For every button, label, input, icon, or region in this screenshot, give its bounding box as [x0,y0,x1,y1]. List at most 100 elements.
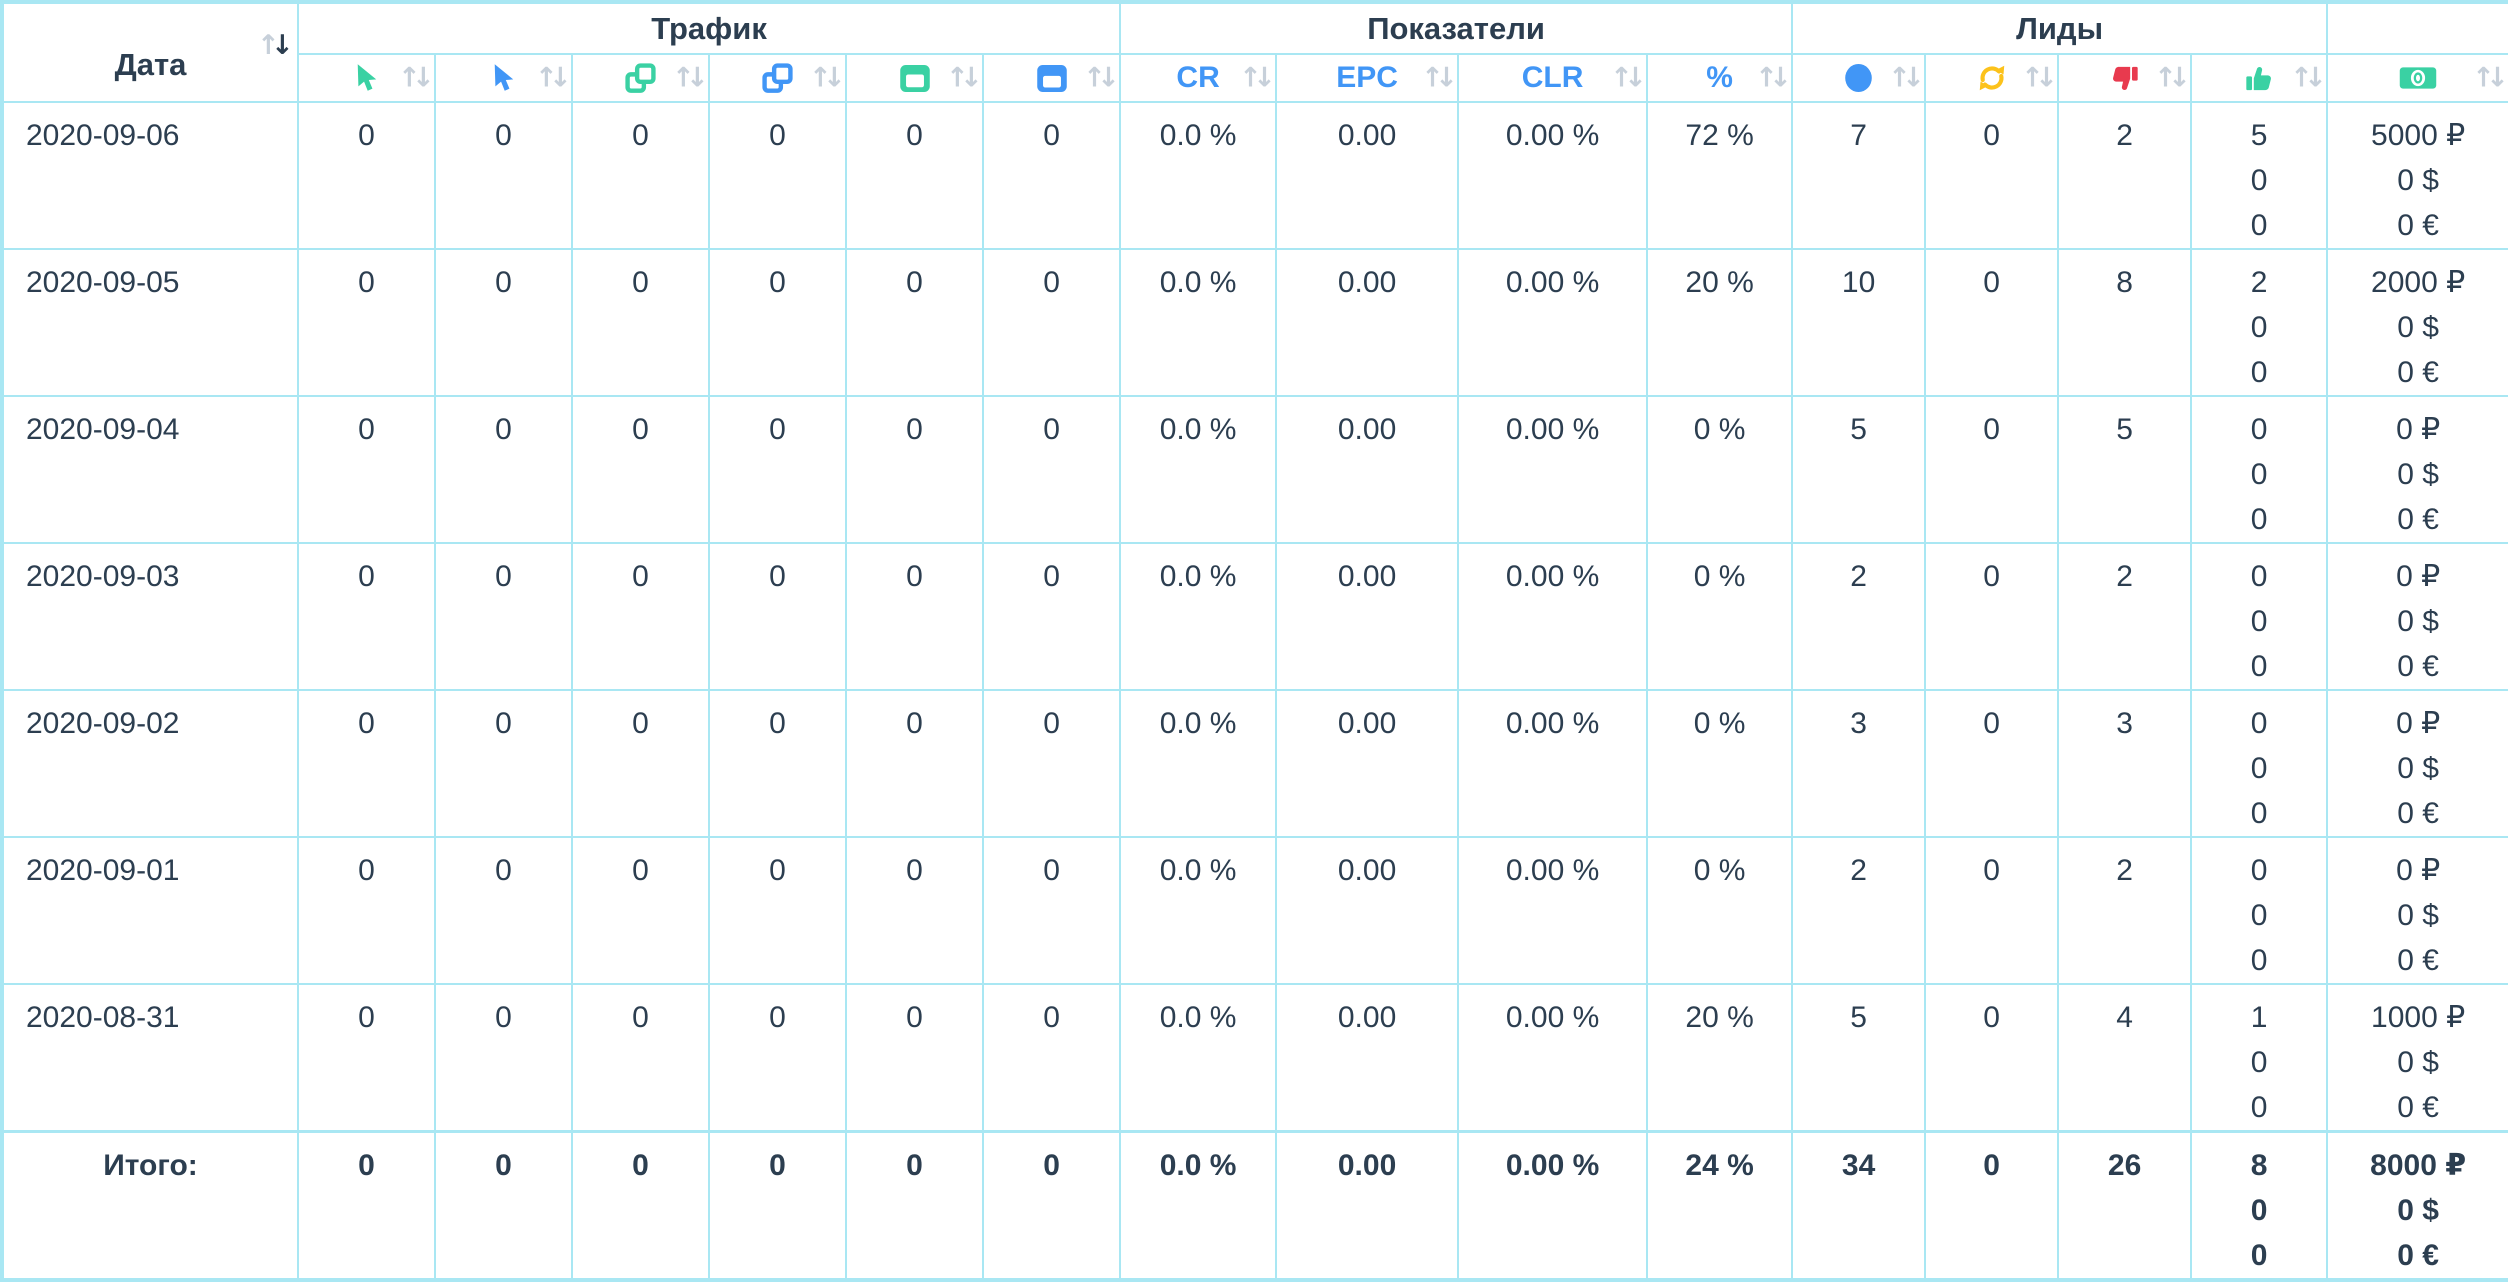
revenue-column-header[interactable]: ↑↓ [2326,53,2508,103]
sort-desc-arrow: ↓ [1253,62,1276,94]
traffic-column-header-2[interactable]: ↑↓ [434,53,573,103]
sort-icon[interactable]: ↑↓ [1888,65,1925,92]
leads-processing-cell: 0 [1924,836,2060,985]
clr-value-cell: 0.00 % [1457,836,1649,985]
date-cell: 2020-09-02 [1,689,299,838]
value-line: 0 [2250,311,2268,344]
percent-column-header[interactable]: % ↑↓ [1646,53,1794,103]
sort-icon[interactable]: ↑↓ [535,62,572,94]
value-line: 1000 ₽ [2371,1001,2466,1034]
sort-icon[interactable]: ↑↓ [398,65,435,92]
clr-value-cell: 0.00 % [1457,1130,1649,1281]
date-cell: 2020-09-01 [1,836,299,985]
leads-processing-column-header[interactable]: ↑↓ [1924,53,2060,103]
value-line: 0 $ [2397,899,2439,932]
epc-value-cell: 0.00 [1275,689,1460,838]
leads-approved-cell: 1 0 0 [2190,983,2329,1133]
traffic-column-header-3[interactable]: ↑↓ [571,53,710,103]
clr-column-header[interactable]: CLR ↑↓ [1457,53,1649,103]
percent-value-cell: 0 % [1646,542,1794,691]
traffic-value-cell: 0 [981,1130,1122,1281]
epc-column-header[interactable]: EPC ↑↓ [1275,53,1460,103]
leads-total-cell: 2 [1791,836,1927,985]
epc-value-cell: 0.00 [1275,836,1460,985]
traffic-value-cell: 0 [845,395,984,544]
revenue-cell: 2000 ₽ 0 $ 0 € [2326,248,2508,397]
value-line: 0 [2250,560,2268,593]
sort-desc-arrow: ↓ [2486,62,2508,94]
sort-icon[interactable]: ↑↓ [2021,62,2058,94]
sort-desc-arrow: ↓ [1435,62,1458,94]
sort-icon[interactable]: ↑↓ [257,32,294,59]
sort-icon[interactable]: ↑↓ [672,65,709,92]
traffic-column-header-4[interactable]: ↑↓ [708,53,847,103]
sort-icon[interactable]: ↑↓ [2472,62,2508,94]
date-column-header[interactable]: ↑↓ Дата [1,1,299,103]
traffic-value-cell: 0 [845,836,984,985]
sort-icon[interactable]: ↑↓ [1083,65,1120,92]
sort-icon[interactable]: ↑↓ [1755,62,1792,94]
percent-value-cell: 0 % [1646,395,1794,544]
traffic-column-header-6[interactable]: ↑↓ [981,53,1122,103]
traffic-value-cell: 0 [297,395,436,544]
leads-rejected-cell: 8 [2057,248,2193,397]
value-line: 0 € [2397,209,2439,242]
leads-processing-cell: 0 [1924,248,2060,397]
percent-value-cell: 72 % [1646,101,1794,250]
window-green-icon [847,55,982,101]
clr-value-cell: 0.00 % [1457,248,1649,397]
cursor-green-icon [299,55,434,101]
cr-column-header[interactable]: CR ↑↓ [1119,53,1278,103]
traffic-column-header-1[interactable]: ↑↓ [297,53,436,103]
sort-asc-arrow: ↑ [2290,62,2313,94]
epc-value-cell: 0.00 [1275,542,1460,691]
sort-desc-arrow: ↓ [1769,62,1792,94]
sort-icon[interactable]: ↑↓ [1239,62,1276,94]
traffic-value-cell: 0 [845,248,984,397]
leads-total-cell: 2 [1791,542,1927,691]
date-cell: 2020-09-05 [1,248,299,397]
percent-value-cell: 24 % [1646,1130,1794,1281]
leads-approved-cell: 0 0 0 [2190,689,2329,838]
sort-icon[interactable]: ↑↓ [2154,65,2191,92]
clr-value-cell: 0.00 % [1457,689,1649,838]
leads-total-cell: 10 [1791,248,1927,397]
sort-desc-arrow: ↓ [549,62,572,94]
traffic-value-cell: 0 [845,983,984,1133]
sort-icon[interactable]: ↑↓ [809,65,846,92]
thumbs-down-icon [2059,55,2190,101]
traffic-value-cell: 0 [571,1130,710,1281]
value-line: 5000 ₽ [2371,119,2466,152]
table-row: 2020-09-01 0 0 0 0 0 0 0.0 % 0.00 0.00 % 0 % 2 0 2 0 0 0… [1,836,2508,985]
leads-rejected-column-header[interactable]: ↑↓ [2057,53,2193,103]
leads-rejected-cell: 26 [2057,1130,2193,1281]
value-line: 8 [2250,1149,2268,1182]
leads-total-column-header[interactable]: ↑↓ [1791,53,1927,103]
value-line: 0 € [2397,1239,2439,1272]
sort-asc-arrow: ↑ [2021,62,2044,94]
sort-icon[interactable]: ↑↓ [946,65,983,92]
banknote-icon [2328,55,2508,101]
clr-value-cell: 0.00 % [1457,542,1649,691]
leads-approved-column-header[interactable]: ↑↓ [2190,53,2329,103]
sort-icon[interactable]: ↑↓ [2290,62,2327,94]
value-line: 0 [2250,854,2268,887]
traffic-value-cell: 0 [708,1130,847,1281]
traffic-value-cell: 0 [571,689,710,838]
sort-asc-arrow: ↑ [535,62,558,94]
sort-asc-arrow: ↑ [1755,62,1778,94]
traffic-value-cell: 0 [845,542,984,691]
traffic-value-cell: 0 [297,101,436,250]
epc-value-cell: 0.00 [1275,395,1460,544]
sort-icon[interactable]: ↑↓ [1610,65,1647,92]
value-line: 0 [2250,164,2268,197]
leads-processing-cell: 0 [1924,689,2060,838]
traffic-value-cell: 0 [845,689,984,838]
traffic-column-header-5[interactable]: ↑↓ [845,53,984,103]
value-line: 0 [2250,605,2268,638]
table-row: 2020-09-06 0 0 0 0 0 0 0.0 % 0.00 0.00 % 72 % 7 0 2 5 0… [1,101,2508,250]
traffic-value-cell: 0 [571,395,710,544]
leads-processing-cell: 0 [1924,395,2060,544]
sort-icon[interactable]: ↑↓ [1421,62,1458,94]
traffic-value-cell: 0 [708,248,847,397]
